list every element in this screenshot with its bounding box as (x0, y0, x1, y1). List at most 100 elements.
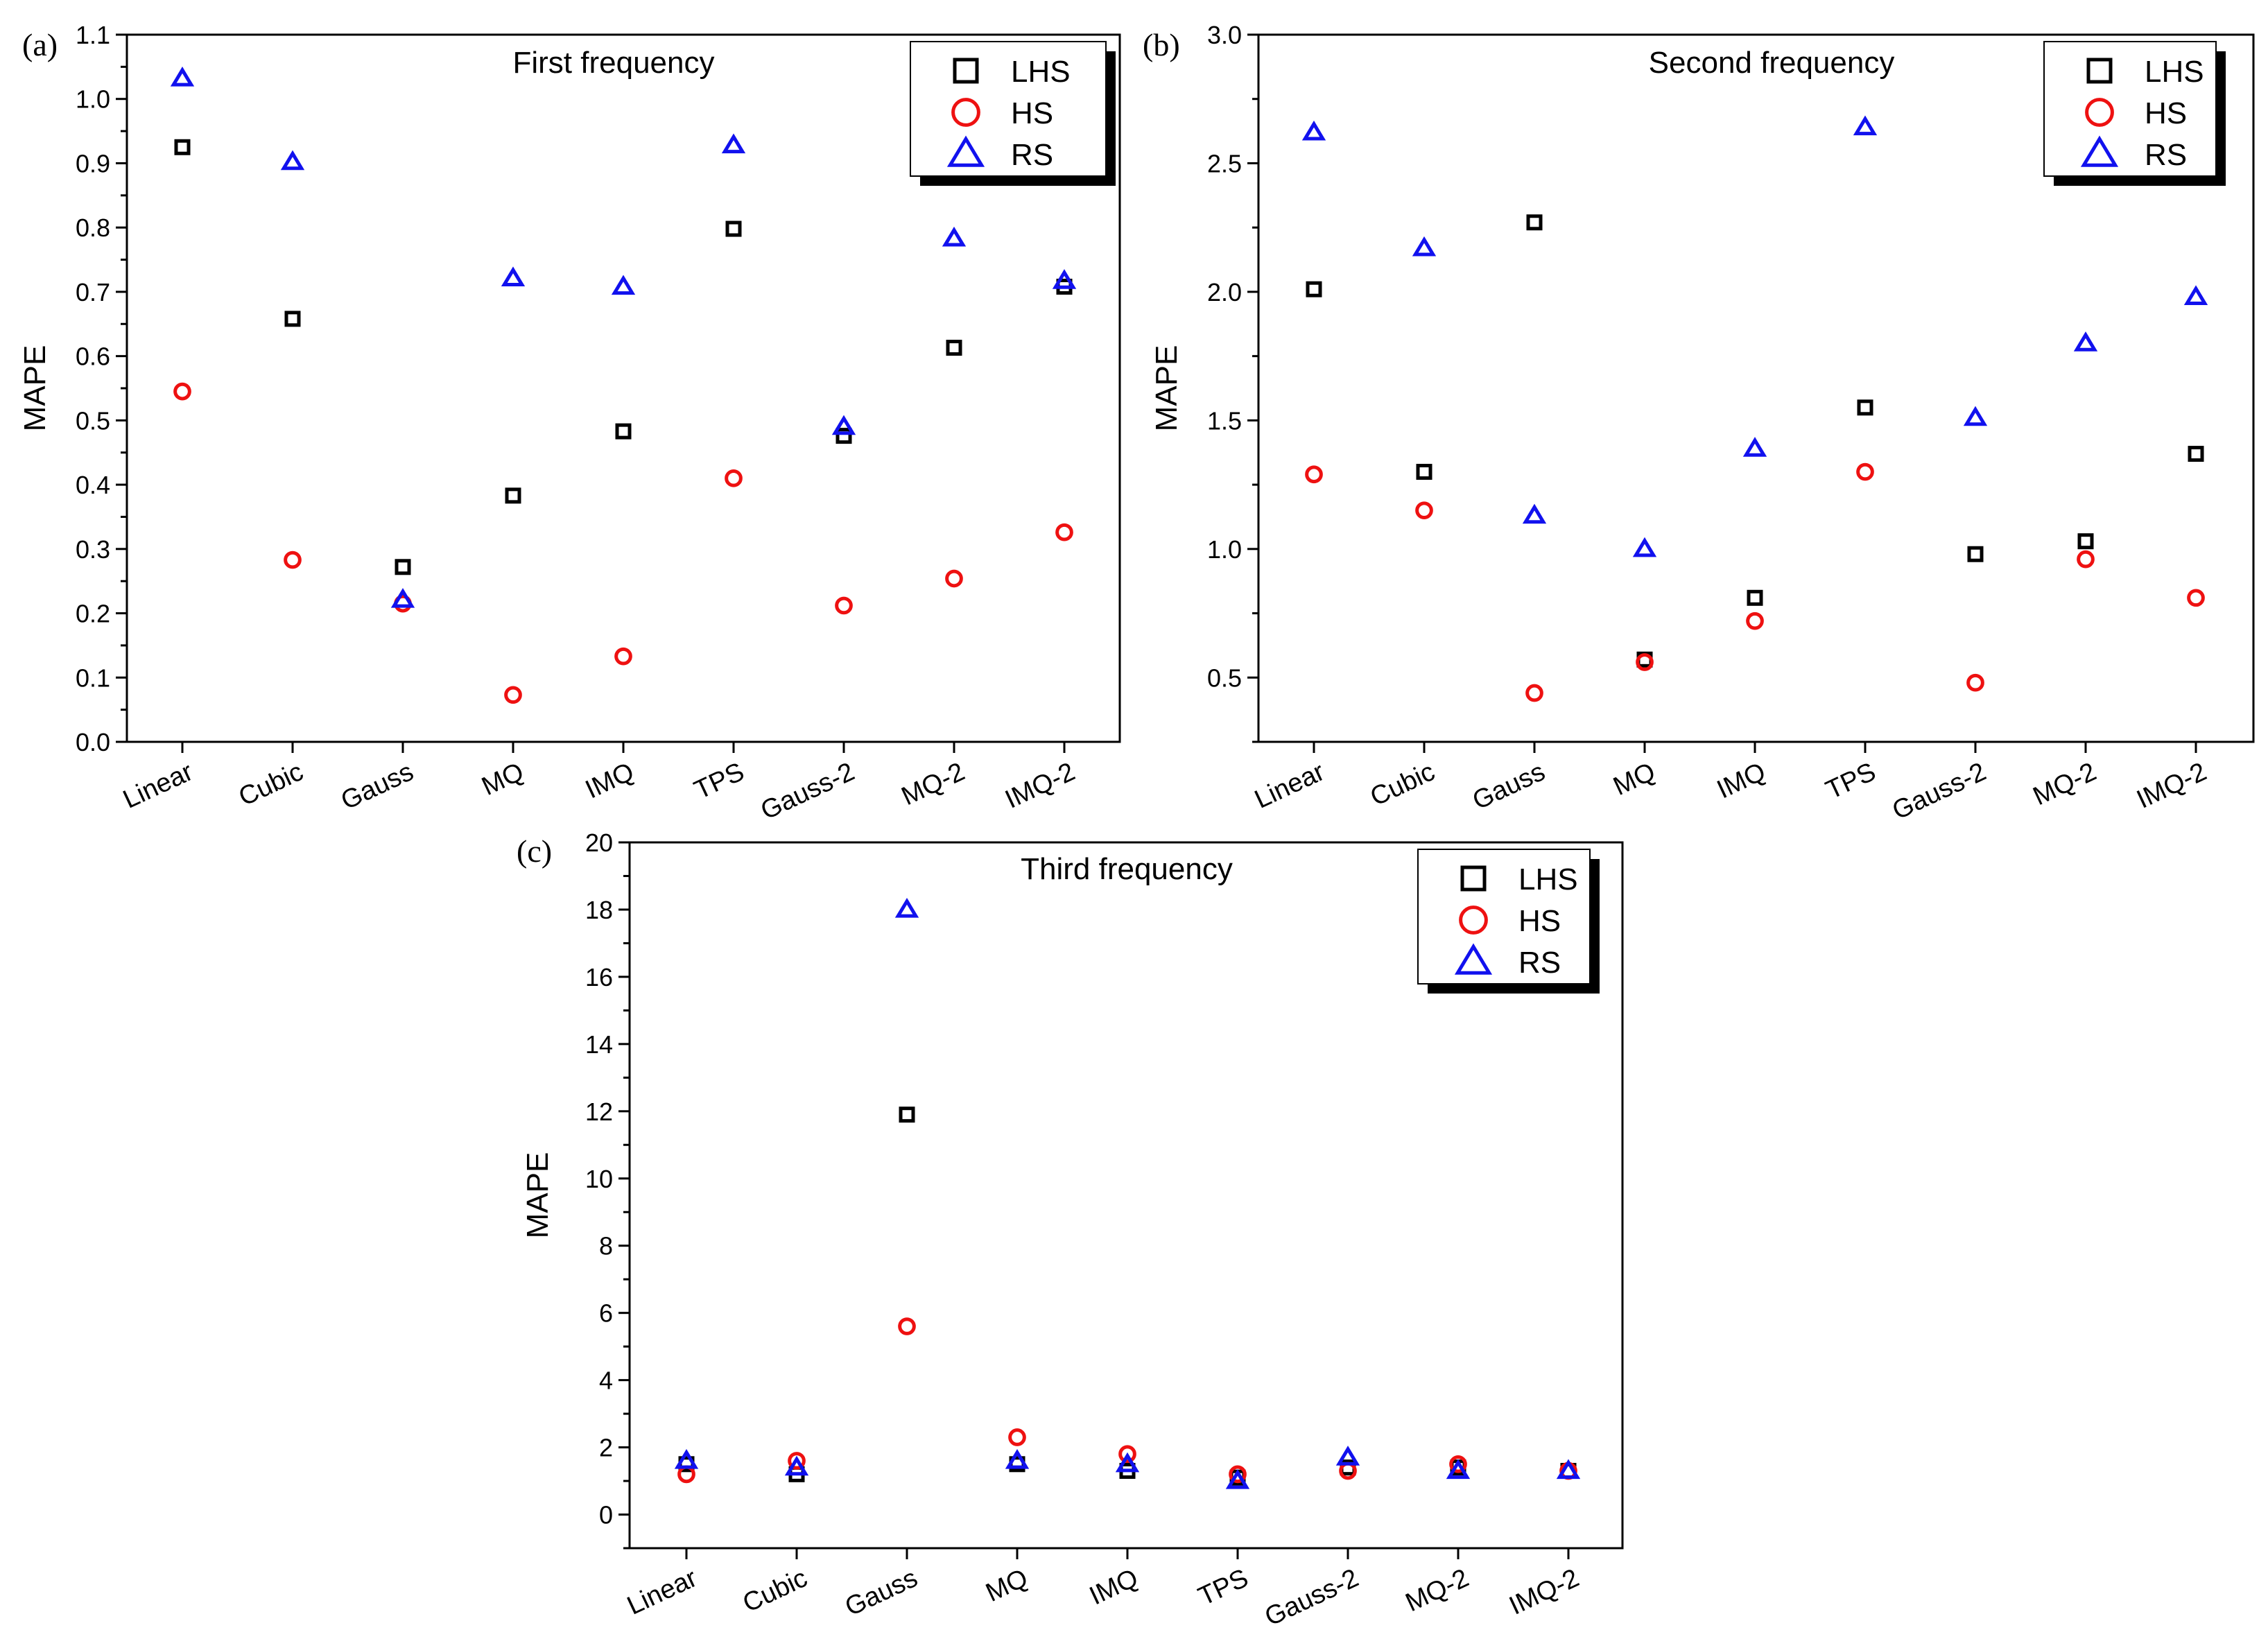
x-tick-label: IMQ (1085, 1563, 1143, 1611)
x-tick-label: Gauss (337, 757, 418, 815)
legend-marker-rs (1454, 943, 1493, 975)
x-tick-label: Cubic (738, 1563, 812, 1618)
data-point-lhs (395, 559, 411, 575)
legend-marker-lhs (2086, 58, 2113, 84)
x-tick-label: TPS (690, 757, 749, 805)
x-tick-label: IMQ-2 (1505, 1563, 1583, 1621)
x-tick-label: Gauss-2 (1888, 757, 1991, 826)
data-point-rs (1963, 406, 1988, 426)
data-point-hs (2077, 550, 2095, 569)
y-tick-label: 1.5 (1207, 406, 1242, 435)
x-tick-label: TPS (1194, 1563, 1253, 1611)
legend-marker-lhs (1460, 865, 1487, 892)
data-point-hs (1055, 523, 1073, 541)
chart-title: Third frequency (1021, 852, 1233, 886)
data-point-lhs (899, 1107, 915, 1123)
data-point-hs (1856, 462, 1874, 481)
x-tick-label: Gauss-2 (1261, 1563, 1363, 1632)
legend-marker-hs (951, 98, 980, 127)
y-tick-label: 10 (585, 1165, 613, 1193)
chart-panel-1: 0.0 0.1 0.2 0.3 0.4 0.5 0.6 0.7 0.8 0.9 1.0 1.1 Line… (18, 21, 1121, 826)
data-point-rs (1632, 537, 1657, 557)
y-tick-label: 16 (585, 963, 613, 991)
legend-marker-rs (946, 135, 985, 167)
x-tick-label: IMQ-2 (1001, 757, 1079, 815)
data-point-rs (1556, 1459, 1581, 1480)
data-point-lhs (1416, 464, 1432, 480)
data-point-hs (835, 596, 853, 615)
data-point-rs (1853, 115, 1878, 136)
data-point-rs (1335, 1446, 1360, 1466)
y-tick-label: 0.3 (76, 535, 110, 564)
legend-marker-hs (1459, 905, 1488, 935)
legend-box (1417, 849, 1591, 985)
data-point-rs (1115, 1452, 1140, 1473)
data-point-hs (284, 550, 302, 569)
data-point-lhs (1747, 589, 1763, 606)
data-point-hs (898, 1317, 916, 1335)
panel-label: (b) (1143, 27, 1180, 62)
data-point-rs (1522, 503, 1547, 524)
legend: LHS HS RS (2043, 41, 2226, 186)
data-point-rs (1412, 236, 1437, 257)
data-point-hs (1305, 465, 1323, 484)
data-point-hs (945, 569, 963, 588)
legend-label-rs: RS (2145, 138, 2187, 172)
data-point-hs (1118, 1445, 1136, 1464)
x-tick-label: Gauss (841, 1563, 922, 1622)
data-point-rs (1225, 1469, 1250, 1489)
legend-label-rs: RS (1011, 138, 1053, 172)
data-point-rs (1301, 120, 1326, 141)
y-tick-label: 2.0 (1207, 278, 1242, 306)
x-tick-label: Linear (623, 1563, 702, 1621)
data-point-lhs (1967, 546, 1984, 562)
y-tick-label: 1.1 (76, 21, 110, 49)
x-tick-label: MQ-2 (2029, 757, 2101, 811)
x-tick-label: MQ (1609, 757, 1660, 801)
y-tick-label: 2.5 (1207, 149, 1242, 177)
x-tick-label: Cubic (1366, 757, 1439, 812)
data-point-hs (1449, 1455, 1467, 1473)
data-point-lhs (2077, 533, 2094, 550)
data-point-hs (725, 469, 743, 487)
legend-label-lhs: LHS (1011, 55, 1071, 89)
data-point-lhs (174, 139, 191, 155)
y-tick-label: 2 (599, 1434, 613, 1462)
data-point-lhs (946, 340, 962, 356)
x-tick-label: MQ-2 (897, 757, 969, 811)
y-tick-label: 0.5 (1207, 664, 1242, 692)
y-axis-label: MAPE (1150, 345, 1184, 432)
data-point-rs (942, 226, 967, 247)
y-tick-label: 14 (585, 1030, 613, 1059)
data-point-rs (831, 415, 856, 435)
data-point-lhs (1857, 399, 1873, 416)
x-tick-label: TPS (1821, 757, 1880, 805)
y-tick-label: 0.7 (76, 278, 110, 306)
data-point-rs (611, 275, 636, 295)
data-point-rs (674, 1448, 699, 1469)
legend-label-rs: RS (1518, 946, 1561, 980)
y-tick-label: 20 (585, 829, 613, 857)
data-point-rs (501, 266, 526, 287)
x-tick-label: MQ (982, 1563, 1032, 1608)
y-tick-label: 0.6 (76, 342, 110, 371)
data-point-hs (1966, 673, 1984, 692)
legend-marker-hs (2085, 98, 2114, 127)
data-point-hs (788, 1452, 806, 1470)
y-tick-label: 0.4 (76, 471, 110, 499)
x-tick-label: Gauss-2 (756, 757, 859, 826)
legend-label-lhs: LHS (2145, 55, 2204, 89)
y-tick-label: 6 (599, 1299, 613, 1328)
y-tick-label: 0.2 (76, 600, 110, 628)
data-point-hs (614, 647, 632, 666)
legend-marker-lhs (953, 58, 979, 84)
data-point-rs (1446, 1459, 1471, 1480)
legend-label-hs: HS (1518, 904, 1561, 938)
x-tick-label: MQ-2 (1401, 1563, 1473, 1618)
data-point-rs (894, 897, 919, 918)
data-point-lhs (505, 487, 521, 504)
data-point-lhs (1526, 214, 1543, 231)
legend-label-hs: HS (2145, 96, 2187, 130)
data-point-rs (2183, 285, 2208, 305)
